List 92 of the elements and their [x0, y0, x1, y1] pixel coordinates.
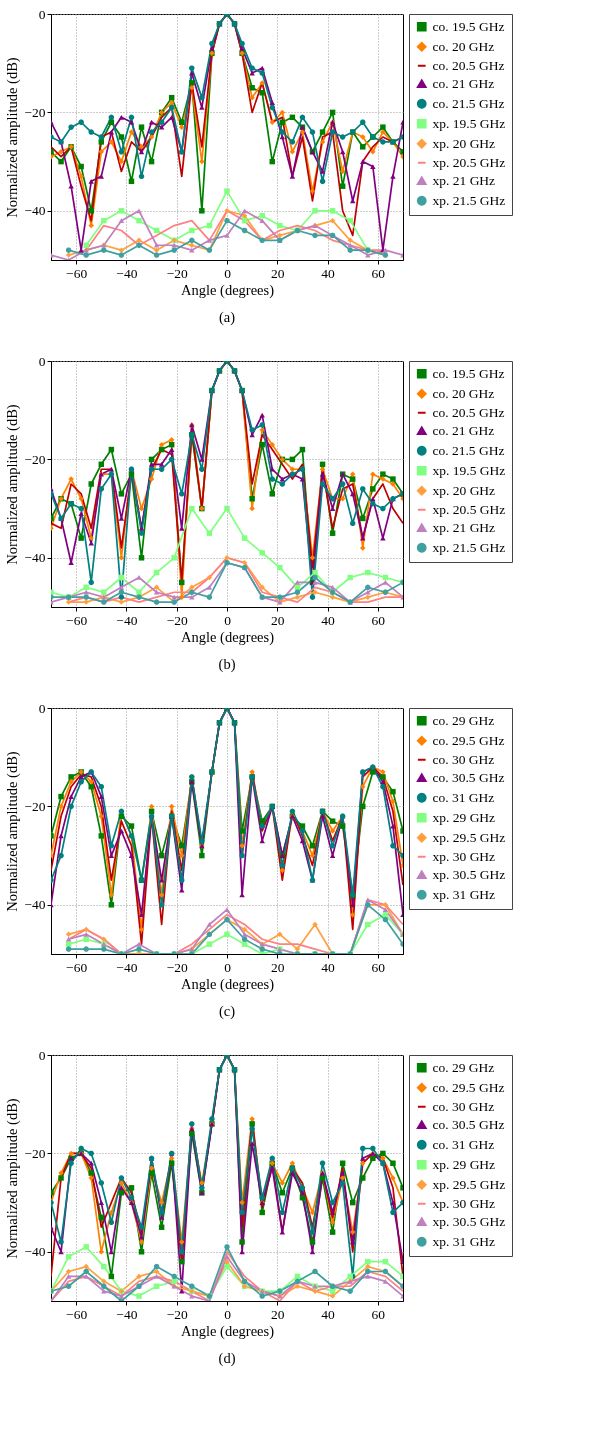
x-tick-label: −40 — [116, 612, 138, 628]
x-tick-label: 0 — [224, 1306, 232, 1322]
legend-label: co. 29.5 GHz — [432, 1079, 505, 1095]
x-tick-label: −60 — [66, 612, 88, 628]
legend-label: xp. 30.5 GHz — [432, 1213, 506, 1229]
y-tick-label: −40 — [24, 897, 46, 913]
x-tick-label: 40 — [321, 959, 336, 975]
x-tick-label: 0 — [224, 612, 232, 628]
x-tick-label: −60 — [66, 1306, 88, 1322]
y-tick-label: −20 — [24, 451, 46, 467]
legend-label: xp. 30.5 GHz — [432, 866, 506, 882]
x-tick-label: −20 — [166, 959, 189, 975]
x-tick-label: −60 — [66, 959, 88, 975]
x-axis-title: Angle (degrees) — [181, 282, 275, 299]
x-tick-label: −20 — [166, 265, 189, 281]
y-tick-label: 0 — [38, 6, 46, 22]
x-tick-label: 0 — [224, 959, 232, 975]
legend-label: xp. 29.5 GHz — [432, 829, 506, 845]
legend-label: co. 31 GHz — [432, 789, 495, 805]
legend-label: co. 21.5 GHz — [432, 442, 505, 458]
x-tick-label: 20 — [271, 1306, 285, 1322]
legend-label: co. 21.5 GHz — [432, 95, 505, 111]
y-tick-label: −20 — [24, 1145, 46, 1161]
x-tick-label: −40 — [116, 959, 138, 975]
legend-label: co. 20 GHz — [432, 385, 495, 401]
legend-label: xp. 20 GHz — [432, 135, 496, 151]
legend-label: co. 21 GHz — [432, 422, 495, 438]
legend-label: xp. 20.5 GHz — [432, 154, 506, 170]
legend-label: xp. 20 GHz — [432, 482, 496, 498]
legend-label: xp. 21.5 GHz — [432, 539, 506, 555]
x-tick-label: 60 — [371, 265, 386, 281]
text: (d) — [218, 1350, 236, 1367]
text: (a) — [218, 309, 236, 326]
x-tick-label: 20 — [271, 612, 285, 628]
x-tick-label: −60 — [66, 265, 88, 281]
x-tick-label: 20 — [271, 959, 285, 975]
legend-label: xp. 29.5 GHz — [432, 1176, 506, 1192]
y-axis-title: Normalized amplitude (dB) — [4, 404, 22, 565]
y-tick-label: −40 — [24, 203, 46, 219]
legend-label: co. 20.5 GHz — [432, 404, 505, 420]
x-axis-title: Angle (degrees) — [181, 629, 275, 646]
legend-label: xp. 31 GHz — [432, 1233, 496, 1249]
x-tick-label: 40 — [321, 1306, 336, 1322]
legend-label: co. 30.5 GHz — [432, 1116, 505, 1132]
legend-label: xp. 31 GHz — [432, 886, 496, 902]
legend-label: co. 30.5 GHz — [432, 769, 505, 785]
y-tick-label: −40 — [24, 550, 46, 566]
x-tick-label: 40 — [321, 265, 336, 281]
text: (b) — [218, 656, 236, 673]
legend-label: xp. 29 GHz — [432, 809, 496, 825]
legend-label: co. 21 GHz — [432, 75, 495, 91]
x-tick-label: 60 — [371, 959, 386, 975]
legend-label: co. 20 GHz — [432, 38, 495, 54]
y-tick-label: 0 — [38, 1047, 46, 1063]
text: (c) — [218, 1003, 236, 1020]
legend-label: xp. 21.5 GHz — [432, 192, 506, 208]
legend-label: xp. 30 GHz — [432, 1195, 496, 1211]
legend-label: co. 20.5 GHz — [432, 57, 505, 73]
x-tick-label: 20 — [271, 265, 285, 281]
legend-label: xp. 21 GHz — [432, 519, 496, 535]
y-axis-title: Normalized amplitude (dB) — [4, 1098, 22, 1259]
legend-label: xp. 21 GHz — [432, 172, 496, 188]
y-axis-title: Normalized amplitude (dB) — [4, 57, 22, 218]
x-tick-label: 60 — [371, 1306, 386, 1322]
legend-label: co. 31 GHz — [432, 1136, 495, 1152]
legend-label: co. 29 GHz — [432, 712, 495, 728]
legend-label: co. 30 GHz — [432, 751, 495, 767]
y-tick-label: −20 — [24, 104, 46, 120]
x-tick-label: 40 — [321, 612, 336, 628]
legend-label: co. 29.5 GHz — [432, 732, 505, 748]
x-tick-label: 0 — [224, 265, 232, 281]
legend-label: co. 29 GHz — [432, 1059, 495, 1075]
y-axis-title: Normalized amplitude (dB) — [4, 751, 22, 912]
legend-label: xp. 30 GHz — [432, 848, 496, 864]
legend-label: co. 30 GHz — [432, 1098, 495, 1114]
legend-label: co. 19.5 GHz — [432, 18, 505, 34]
x-axis-title: Angle (degrees) — [181, 1323, 275, 1340]
legend-label: xp. 29 GHz — [432, 1156, 496, 1172]
x-tick-label: −40 — [116, 265, 138, 281]
legend-label: xp. 20.5 GHz — [432, 501, 506, 517]
x-axis-title: Angle (degrees) — [181, 976, 275, 993]
y-tick-label: −40 — [24, 1244, 46, 1260]
x-tick-label: −40 — [116, 1306, 138, 1322]
legend-label: xp. 19.5 GHz — [432, 115, 506, 131]
legend-label: co. 19.5 GHz — [432, 365, 505, 381]
y-tick-label: 0 — [38, 353, 46, 369]
y-tick-label: −20 — [24, 798, 46, 814]
y-tick-label: 0 — [38, 700, 46, 716]
legend-label: xp. 19.5 GHz — [432, 462, 506, 478]
x-tick-label: −20 — [166, 612, 189, 628]
x-tick-label: 60 — [371, 612, 386, 628]
x-tick-label: −20 — [166, 1306, 189, 1322]
